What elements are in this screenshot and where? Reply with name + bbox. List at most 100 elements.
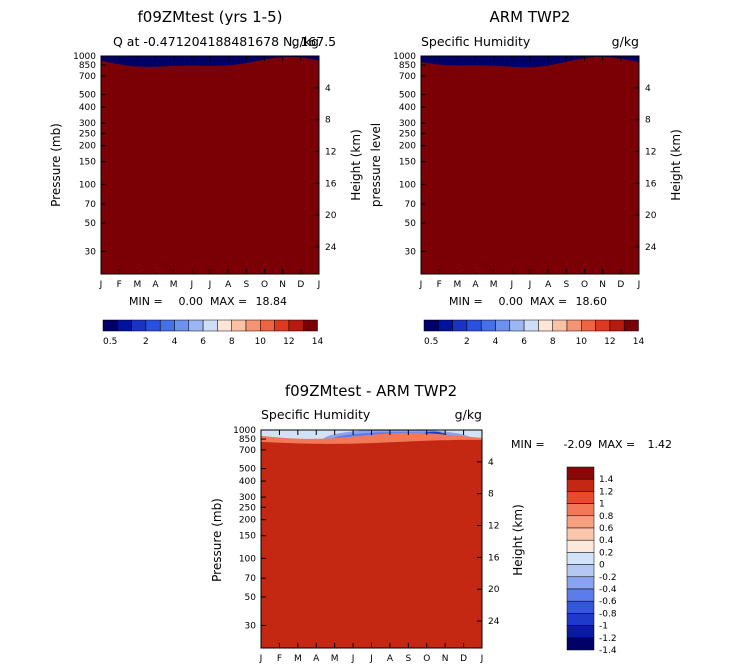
x-tick-label: D bbox=[617, 280, 624, 290]
colorbar-swatch bbox=[274, 319, 290, 332]
colorbar-swatch bbox=[566, 527, 595, 541]
colorbar-label: -1.2 bbox=[599, 634, 617, 644]
x-tick-label: A bbox=[472, 280, 479, 290]
height-tick-label: 8 bbox=[645, 116, 651, 126]
height-tick-label: 16 bbox=[325, 179, 337, 189]
panel-obs-title: ARM TWP2 bbox=[490, 8, 571, 26]
x-tick-label: J bbox=[259, 654, 263, 664]
colorbar-swatch bbox=[102, 319, 118, 332]
colorbar-swatch bbox=[509, 319, 525, 332]
x-tick-label: F bbox=[117, 280, 122, 290]
panel-model-max-label: MAX = bbox=[210, 295, 247, 308]
y-tick-label: 50 bbox=[405, 219, 417, 229]
y-tick-label: 300 bbox=[399, 119, 416, 129]
height-tick-label: 8 bbox=[488, 490, 494, 500]
colorbar-swatch bbox=[145, 319, 161, 332]
panel-model-ylabel-right: Height (km) bbox=[349, 129, 363, 200]
colorbar-swatch bbox=[231, 319, 247, 332]
height-tick-label: 24 bbox=[645, 243, 657, 253]
x-tick-label: A bbox=[545, 280, 552, 290]
colorbar-swatch bbox=[288, 319, 304, 332]
panel-diff-contours bbox=[261, 430, 482, 648]
colorbar-label: 12 bbox=[283, 337, 294, 347]
x-tick-label: O bbox=[261, 280, 268, 290]
x-tick-label: J bbox=[190, 280, 194, 290]
y-tick-label: 700 bbox=[239, 446, 256, 456]
x-tick-label: J bbox=[99, 280, 103, 290]
colorbar-swatch bbox=[423, 319, 439, 332]
colorbar-swatch bbox=[217, 319, 232, 332]
x-tick-label: J bbox=[637, 280, 641, 290]
x-tick-label: N bbox=[279, 280, 286, 290]
y-tick-label: 100 bbox=[399, 180, 416, 190]
colorbar-swatch bbox=[623, 319, 639, 332]
panel-model-subtitle: Q at -0.471204188481678 N, 167.5 bbox=[113, 34, 336, 49]
y-tick-label: 250 bbox=[399, 129, 416, 139]
y-tick-label: 200 bbox=[239, 516, 256, 526]
colorbar-swatch bbox=[159, 319, 175, 332]
colorbar-label: 0.2 bbox=[599, 548, 613, 558]
colorbar-label: 0.6 bbox=[599, 524, 614, 534]
x-tick-label: S bbox=[563, 280, 569, 290]
y-tick-label: 100 bbox=[239, 554, 256, 564]
panel-model-min-label: MIN = bbox=[129, 295, 163, 308]
y-tick-label: 30 bbox=[405, 247, 417, 257]
panel-model: f09ZMtest (yrs 1-5) Q at -0.471204188481… bbox=[49, 8, 363, 308]
x-tick-label: F bbox=[277, 654, 282, 664]
colorbar-swatch bbox=[566, 564, 595, 578]
colorbar-swatch bbox=[202, 319, 218, 332]
height-tick-label: 12 bbox=[645, 148, 656, 158]
colorbar-swatch bbox=[581, 319, 596, 332]
colorbar-swatch bbox=[595, 319, 611, 332]
colorbar-label: -1 bbox=[599, 622, 608, 632]
y-tick-label: 150 bbox=[239, 532, 256, 542]
x-tick-label: J bbox=[528, 280, 532, 290]
colorbar-swatch bbox=[245, 319, 261, 332]
y-tick-label: 200 bbox=[79, 142, 96, 152]
x-tick-label: J bbox=[510, 280, 514, 290]
panel-obs-stats: MIN = 0.00 MAX = 18.60 bbox=[449, 295, 607, 308]
contour-surface bbox=[261, 439, 482, 648]
panel-diff-stats: MIN = -2.09 MAX = 1.42 bbox=[511, 438, 672, 451]
x-tick-label: J bbox=[351, 654, 355, 664]
panel-model-title: f09ZMtest (yrs 1-5) bbox=[138, 8, 283, 26]
y-tick-label: 30 bbox=[245, 621, 257, 631]
panel-obs: ARM TWP2 Specific Humidity g/kg J F M A M J J A… bbox=[369, 8, 683, 308]
y-tick-label: 150 bbox=[79, 158, 96, 168]
panel-model-contours bbox=[101, 56, 319, 274]
panel-diff-min-label: MIN = bbox=[511, 438, 545, 451]
height-tick-label: 4 bbox=[488, 458, 494, 468]
colorbar-swatch bbox=[566, 613, 595, 626]
y-tick-label: 700 bbox=[79, 72, 96, 82]
height-tick-label: 16 bbox=[488, 553, 500, 563]
x-tick-label: S bbox=[243, 280, 249, 290]
colorbar-label: 1 bbox=[599, 500, 605, 510]
height-tick-label: 24 bbox=[325, 243, 337, 253]
height-tick-label: 16 bbox=[645, 179, 657, 189]
panel-model-min-value: 0.00 bbox=[179, 295, 204, 308]
x-tick-label: J bbox=[208, 280, 212, 290]
colorbar-label: -1.4 bbox=[599, 646, 617, 656]
colorbar-label: 4 bbox=[172, 337, 178, 347]
y-tick-label: 150 bbox=[399, 158, 416, 168]
x-tick-label: D bbox=[460, 654, 467, 664]
y-tick-label: 850 bbox=[399, 61, 416, 71]
panel-obs-ylabel-right: Height (km) bbox=[669, 129, 683, 200]
panel-diff: f09ZMtest - ARM TWP2 Specific Humidity g… bbox=[210, 382, 672, 664]
y-tick-label: 70 bbox=[245, 574, 257, 584]
x-tick-label: J bbox=[419, 280, 423, 290]
x-tick-label: D bbox=[297, 280, 304, 290]
colorbar-label: -0.2 bbox=[599, 573, 617, 583]
colorbar-swatch bbox=[260, 319, 275, 332]
y-tick-label: 200 bbox=[399, 142, 416, 152]
colorbar-swatch bbox=[566, 466, 595, 480]
y-tick-label: 300 bbox=[239, 493, 256, 503]
x-tick-label: S bbox=[405, 654, 411, 664]
colorbar-label: 0.5 bbox=[103, 337, 117, 347]
x-tick-label: A bbox=[313, 654, 320, 664]
y-tick-label: 1000 bbox=[233, 426, 256, 436]
height-tick-label: 4 bbox=[325, 84, 331, 94]
